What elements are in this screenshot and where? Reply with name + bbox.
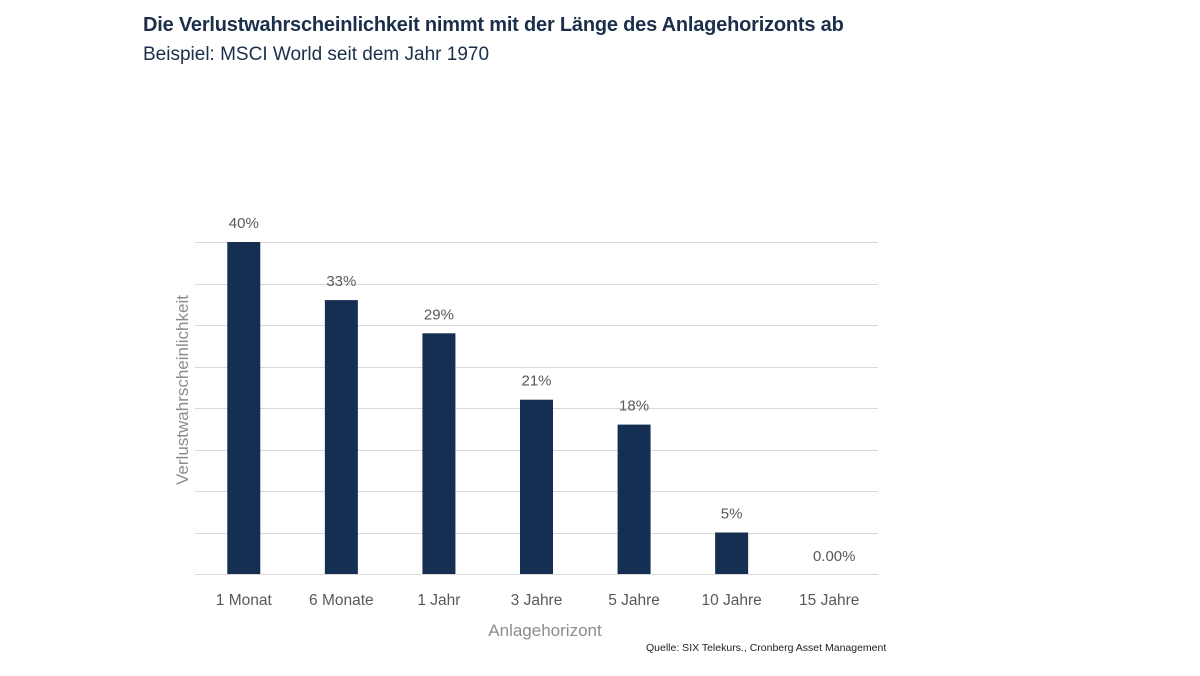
bar [422,333,456,574]
data-labels: 40% 33% 29% 21% 18% 5% 0.00% [229,215,856,565]
x-axis-title: Anlagehorizont [488,621,602,640]
x-tick-label: 3 Jahre [511,592,563,609]
data-label: 0.00% [813,548,856,565]
data-label: 21% [521,373,551,390]
bar [715,532,749,574]
bar [520,399,553,574]
bar [617,424,651,574]
chart-subtitle: Beispiel: MSCI World seit dem Jahr 1970 [143,44,490,65]
data-label: 18% [619,398,649,415]
bar [227,242,261,574]
x-tick-label: 1 Jahr [417,592,460,609]
gridlines [195,242,878,575]
x-tick-label: 5 Jahre [608,592,660,609]
source-note: Quelle: SIX Telekurs., Cronberg Asset Ma… [646,642,887,654]
bar [324,300,358,574]
y-axis-title: Verlustwahrscheinlichkeit [173,295,192,485]
data-label: 40% [229,215,259,232]
x-tick-label: 10 Jahre [701,592,761,609]
data-label: 5% [721,506,743,523]
bars [227,242,749,574]
x-tick-labels: 1 Monat 6 Monate 1 Jahr 3 Jahre 5 Jahre 10 Ja… [216,592,860,609]
chart-title: Die Verlustwahrscheinlichkeit nimmt mit … [143,14,844,36]
x-tick-label: 1 Monat [216,592,273,609]
data-label: 33% [326,273,356,290]
data-label: 29% [424,306,454,323]
x-tick-label: 15 Jahre [799,592,859,609]
x-tick-label: 6 Monate [309,592,374,609]
